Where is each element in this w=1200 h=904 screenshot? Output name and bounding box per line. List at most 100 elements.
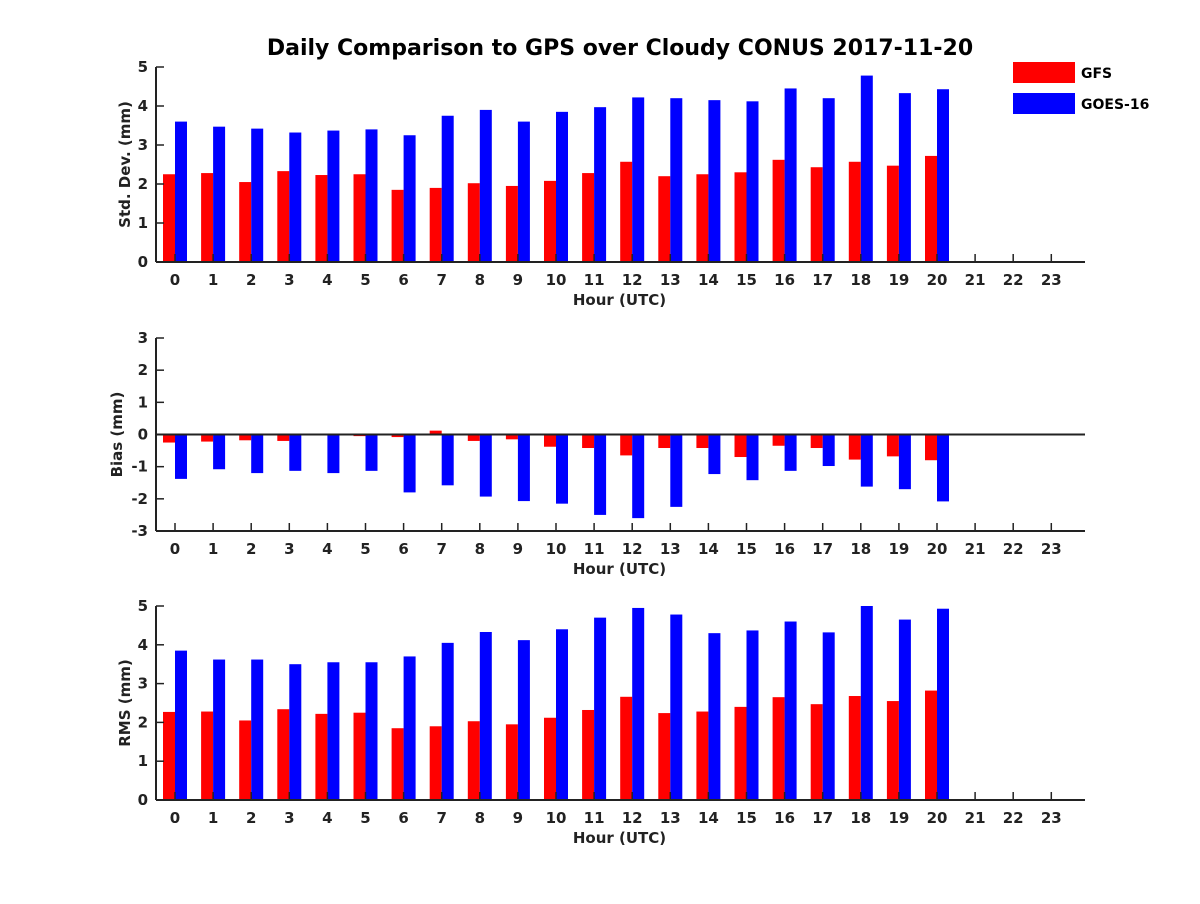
bar-goes-16-13	[670, 98, 683, 262]
bar-gfs-17	[810, 704, 823, 800]
y-tick-label: 1	[138, 393, 148, 411]
bar-gfs-0	[163, 174, 175, 262]
bar-goes-16-17	[822, 434, 835, 467]
bar-goes-16-8	[479, 109, 492, 263]
bar-goes-16-6	[403, 434, 416, 493]
y-tick-label: 0	[138, 426, 148, 444]
y-tick-label: 1	[138, 752, 148, 770]
x-tick-label: 4	[322, 271, 332, 289]
y-axis-label: Std. Dev. (mm)	[116, 101, 134, 228]
x-tick-label: 9	[513, 271, 523, 289]
x-tick-label: 6	[398, 271, 408, 289]
x-tick-label: 17	[812, 809, 833, 827]
bar-gfs-12	[620, 434, 633, 456]
x-tick-label: 10	[546, 271, 567, 289]
x-tick-label: 20	[927, 271, 948, 289]
legend-swatch-goes-16	[1013, 93, 1075, 114]
x-tick-label: 11	[584, 540, 605, 558]
x-tick-label: 14	[698, 540, 719, 558]
bar-goes-16-5	[365, 434, 378, 471]
x-axis-label: Hour (UTC)	[573, 291, 666, 309]
x-tick-label: 13	[660, 809, 681, 827]
y-tick-label: 4	[138, 636, 148, 654]
y-tick-label: 1	[138, 214, 148, 232]
bar-goes-16-18	[860, 75, 873, 262]
subplot-2	[155, 337, 1085, 532]
bar-gfs-11	[582, 434, 595, 449]
x-tick-label: 14	[698, 271, 719, 289]
bar-gfs-19	[886, 701, 899, 800]
bar-goes-16-15	[746, 101, 759, 262]
bar-gfs-16	[772, 434, 785, 446]
x-tick-label: 21	[965, 271, 986, 289]
bar-goes-16-17	[822, 98, 835, 262]
y-tick-label: 2	[138, 175, 148, 193]
bar-goes-16-3	[289, 434, 302, 471]
x-tick-label: 7	[436, 809, 446, 827]
x-tick-label: 2	[246, 540, 256, 558]
bar-gfs-3	[277, 434, 290, 441]
bar-goes-16-16	[784, 88, 797, 262]
x-tick-label: 23	[1041, 271, 1062, 289]
bar-gfs-2	[239, 720, 252, 800]
x-tick-label: 4	[322, 809, 332, 827]
bar-gfs-20	[925, 690, 937, 800]
x-tick-label: 0	[170, 271, 180, 289]
bar-gfs-1	[201, 173, 214, 262]
bar-gfs-20	[925, 434, 937, 461]
bar-goes-16-4	[327, 662, 340, 800]
y-tick-label: 2	[138, 361, 148, 379]
x-tick-label: 7	[436, 540, 446, 558]
x-tick-label: 16	[774, 271, 795, 289]
bar-gfs-7	[429, 430, 442, 435]
x-axis-label: Hour (UTC)	[573, 829, 666, 847]
x-axis-label: Hour (UTC)	[573, 560, 666, 578]
bar-gfs-0	[163, 434, 175, 443]
bar-goes-16-11	[594, 434, 607, 515]
subplot-1	[155, 66, 1085, 263]
y-axis-label: RMS (mm)	[116, 659, 134, 746]
bar-goes-16-3	[289, 664, 302, 800]
bar-gfs-14	[696, 711, 709, 800]
x-tick-label: 17	[812, 271, 833, 289]
bar-goes-16-20	[937, 89, 949, 262]
bar-goes-16-20	[937, 434, 949, 502]
bar-gfs-16	[772, 159, 785, 262]
bar-gfs-15	[734, 172, 747, 262]
chart-title: Daily Comparison to GPS over Cloudy CONU…	[267, 36, 973, 61]
bar-gfs-18	[848, 696, 861, 800]
bar-gfs-6	[391, 189, 404, 262]
y-tick-label: 0	[138, 253, 148, 271]
bar-goes-16-10	[556, 111, 568, 262]
x-tick-label: 22	[1003, 809, 1024, 827]
x-tick-label: 18	[850, 540, 871, 558]
x-tick-label: 21	[965, 809, 986, 827]
bar-goes-16-8	[479, 631, 492, 800]
bar-gfs-19	[886, 434, 899, 457]
bar-gfs-13	[658, 176, 671, 262]
bar-goes-16-14	[708, 100, 721, 263]
legend-label-gfs: GFS	[1081, 66, 1112, 82]
bar-goes-16-7	[441, 434, 454, 486]
bar-goes-16-6	[403, 656, 416, 800]
bar-goes-16-13	[670, 434, 683, 507]
bar-goes-16-4	[327, 434, 340, 474]
bar-gfs-4	[315, 713, 328, 800]
bar-gfs-8	[467, 434, 480, 441]
y-axis-label: Bias (mm)	[108, 392, 126, 478]
bar-gfs-15	[734, 706, 747, 800]
bar-goes-16-5	[365, 662, 378, 800]
bar-goes-16-18	[860, 434, 873, 487]
x-tick-label: 13	[660, 271, 681, 289]
x-tick-label: 4	[322, 540, 332, 558]
x-tick-label: 19	[888, 540, 909, 558]
bar-gfs-18	[848, 161, 861, 262]
bar-goes-16-9	[517, 121, 530, 262]
x-tick-label: 18	[850, 809, 871, 827]
bar-goes-16-0	[175, 434, 187, 479]
x-tick-label: 15	[736, 809, 757, 827]
x-tick-label: 10	[546, 809, 567, 827]
x-tick-label: 13	[660, 540, 681, 558]
x-tick-label: 22	[1003, 540, 1024, 558]
